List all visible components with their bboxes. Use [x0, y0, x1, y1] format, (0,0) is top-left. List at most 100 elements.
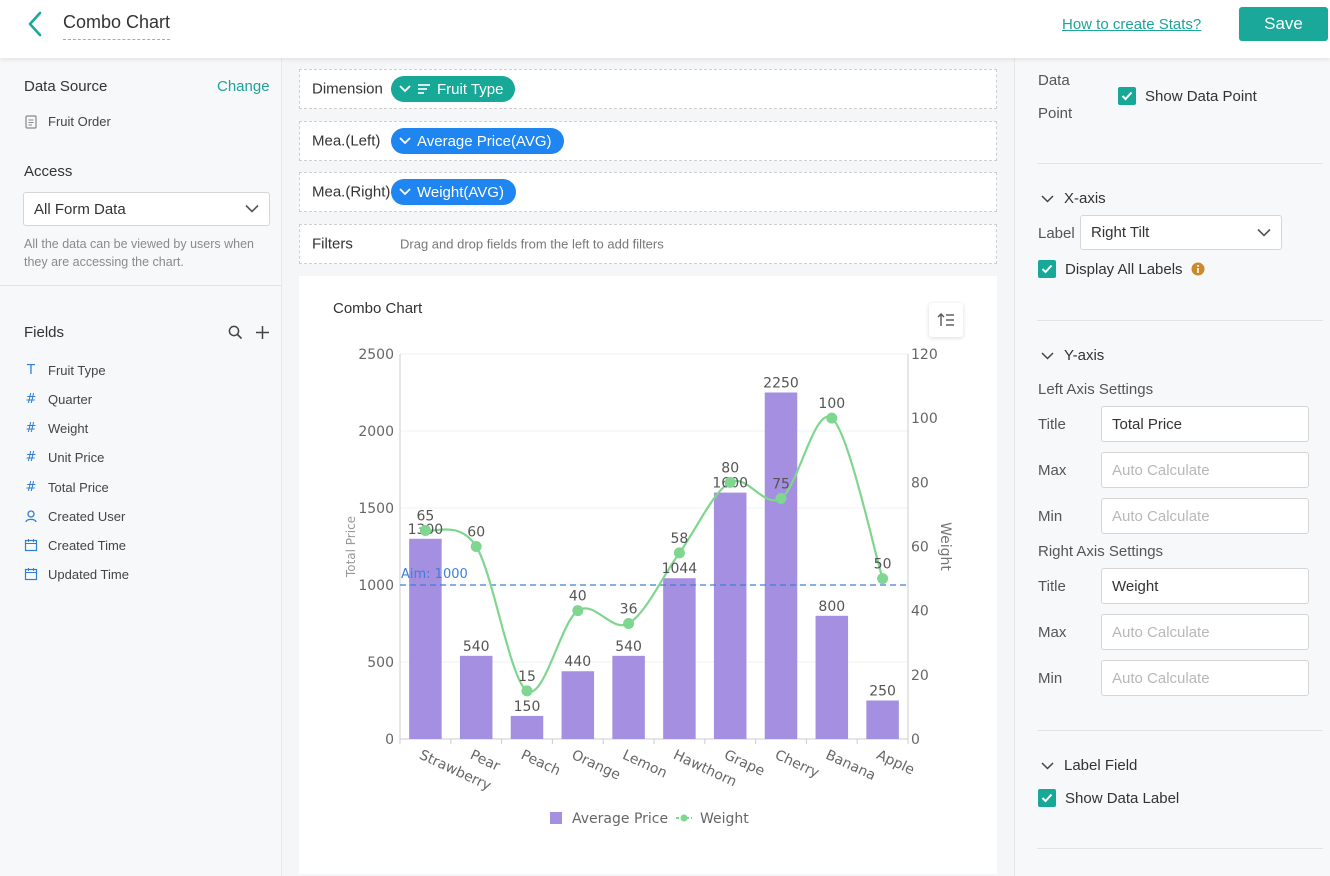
weight-data-label: 60	[467, 525, 485, 541]
weight-data-label: 100	[818, 396, 845, 412]
weight-data-label: 75	[772, 476, 790, 492]
sort-icon	[937, 313, 954, 326]
weight-data-point	[521, 685, 533, 697]
text-field-icon: T	[27, 362, 35, 378]
right-max-input[interactable]: Auto Calculate	[1101, 614, 1309, 650]
show-data-label-label: Show Data Label	[1065, 790, 1180, 807]
x-label-select[interactable]: Right Tilt	[1080, 215, 1282, 250]
sort-button[interactable]	[929, 303, 963, 337]
weight-data-point	[826, 412, 838, 424]
legend-marker-weight	[680, 814, 688, 822]
left-axis-settings-label: Left Axis Settings	[1038, 381, 1154, 398]
measure-left-pill[interactable]: Average Price(AVG)	[391, 128, 564, 154]
y-left-axis-title: Total Price	[344, 516, 358, 578]
dimension-pill-label: Fruit Type	[437, 80, 504, 98]
right-title-label: Title	[1038, 578, 1066, 595]
check-icon	[1041, 793, 1053, 803]
field-label: Created Time	[48, 537, 127, 553]
bar	[866, 700, 899, 739]
y-right-tick-label: 120	[911, 347, 938, 363]
back-button[interactable]	[22, 10, 52, 40]
measure-right-pill[interactable]: Weight(AVG)	[391, 179, 516, 205]
top-bar: Combo Chart How to create Stats? Save	[0, 0, 1330, 58]
x-tick-label: Peach	[518, 747, 563, 779]
left-min-input[interactable]: Auto Calculate	[1101, 498, 1309, 534]
weight-data-label: 58	[670, 531, 688, 547]
legend-swatch-average-price	[550, 812, 562, 824]
legend-label-weight: Weight	[700, 811, 749, 827]
bar	[561, 671, 595, 739]
help-link[interactable]: How to create Stats?	[1062, 16, 1202, 33]
field-item[interactable]: # Weight	[24, 418, 89, 438]
filters-drop-zone[interactable]: Filters Drag and drop fields from the le…	[299, 224, 997, 264]
show-data-label-checkbox[interactable]	[1038, 789, 1056, 807]
y-axis-section-toggle[interactable]: Y-axis	[1041, 347, 1104, 364]
right-min-input[interactable]: Auto Calculate	[1101, 660, 1309, 696]
access-select[interactable]: All Form Data	[23, 192, 270, 226]
access-label: Access	[24, 163, 73, 180]
bar-data-label: 1044	[662, 561, 698, 577]
field-item[interactable]: Updated Time	[24, 564, 129, 584]
data-point-label-2: Point	[1038, 105, 1073, 122]
field-item[interactable]: # Total Price	[24, 477, 109, 497]
y-right-axis-title: Weight	[937, 522, 953, 571]
dimension-pill[interactable]: Fruit Type	[391, 76, 516, 102]
right-title-input[interactable]: Weight	[1101, 568, 1309, 604]
field-item[interactable]: # Quarter	[24, 389, 93, 409]
center-panel: Dimension Fruit Type Mea.(Left) Average …	[282, 58, 1014, 876]
weight-data-point	[572, 605, 584, 617]
save-button[interactable]: Save	[1239, 7, 1328, 41]
check-icon	[1121, 91, 1133, 101]
bar-data-label: 250	[869, 684, 896, 700]
y-left-tick-label: 500	[367, 655, 394, 671]
field-item[interactable]: # Unit Price	[24, 447, 105, 467]
change-source-link[interactable]: Change	[217, 78, 270, 95]
aim-line-label: Aim: 1000	[401, 567, 468, 582]
bar	[510, 715, 544, 739]
bar	[815, 615, 849, 739]
left-max-input[interactable]: Auto Calculate	[1101, 452, 1309, 488]
measure-right-drop-zone[interactable]: Mea.(Right) Weight(AVG)	[299, 172, 997, 212]
left-title-input[interactable]: Total Price	[1101, 406, 1309, 442]
chevron-down-icon	[1257, 228, 1271, 237]
measure-left-label: Mea.(Left)	[312, 132, 381, 150]
y-axis-title: Y-axis	[1064, 347, 1105, 364]
x-tick-label: Apple	[874, 747, 917, 778]
bar-data-label: 540	[463, 639, 490, 655]
x-tick-label: Orange	[569, 747, 623, 783]
y-right-tick-label: 100	[911, 411, 938, 427]
right-axis-settings-label: Right Axis Settings	[1038, 543, 1164, 560]
y-right-tick-label: 40	[911, 604, 929, 620]
chevron-down-icon	[1041, 351, 1054, 360]
chevron-down-icon	[1041, 761, 1054, 770]
bar	[459, 655, 493, 739]
divider	[0, 285, 282, 286]
number-field-icon: #	[25, 449, 37, 465]
info-icon[interactable]	[1191, 262, 1205, 276]
data-source-name: Fruit Order	[48, 114, 111, 129]
field-item[interactable]: T Fruit Type	[24, 360, 106, 380]
display-all-labels-checkbox[interactable]	[1038, 260, 1056, 278]
field-item[interactable]: Created Time	[24, 535, 126, 555]
y-left-tick-label: 2500	[358, 347, 394, 363]
show-data-point-label: Show Data Point	[1145, 88, 1257, 105]
filters-hint: Drag and drop fields from the left to ad…	[400, 236, 664, 252]
bar-data-label: 540	[615, 639, 642, 655]
x-axis-section-toggle[interactable]: X-axis	[1041, 190, 1106, 207]
access-value: All Form Data	[34, 200, 126, 218]
chevron-left-icon	[28, 11, 42, 37]
measure-left-drop-zone[interactable]: Mea.(Left) Average Price(AVG)	[299, 121, 997, 161]
data-source-label: Data Source	[24, 78, 108, 95]
label-field-section-toggle[interactable]: Label Field	[1041, 757, 1137, 774]
number-field-icon: #	[25, 420, 37, 436]
dimension-drop-zone[interactable]: Dimension Fruit Type	[299, 69, 997, 109]
field-item[interactable]: Created User	[24, 506, 125, 526]
y-left-tick-label: 2000	[358, 424, 394, 440]
show-data-point-checkbox[interactable]	[1118, 87, 1136, 105]
chart-name-title[interactable]: Combo Chart	[63, 12, 171, 40]
y-right-tick-label: 80	[911, 475, 929, 491]
search-icon[interactable]	[228, 325, 243, 340]
combo-chart: 0 500 1000 1500 2000 2500 0 20 40 60 80 100 120 Total…	[344, 347, 953, 827]
weight-data-label: 50	[874, 557, 892, 573]
add-icon[interactable]	[255, 325, 270, 340]
